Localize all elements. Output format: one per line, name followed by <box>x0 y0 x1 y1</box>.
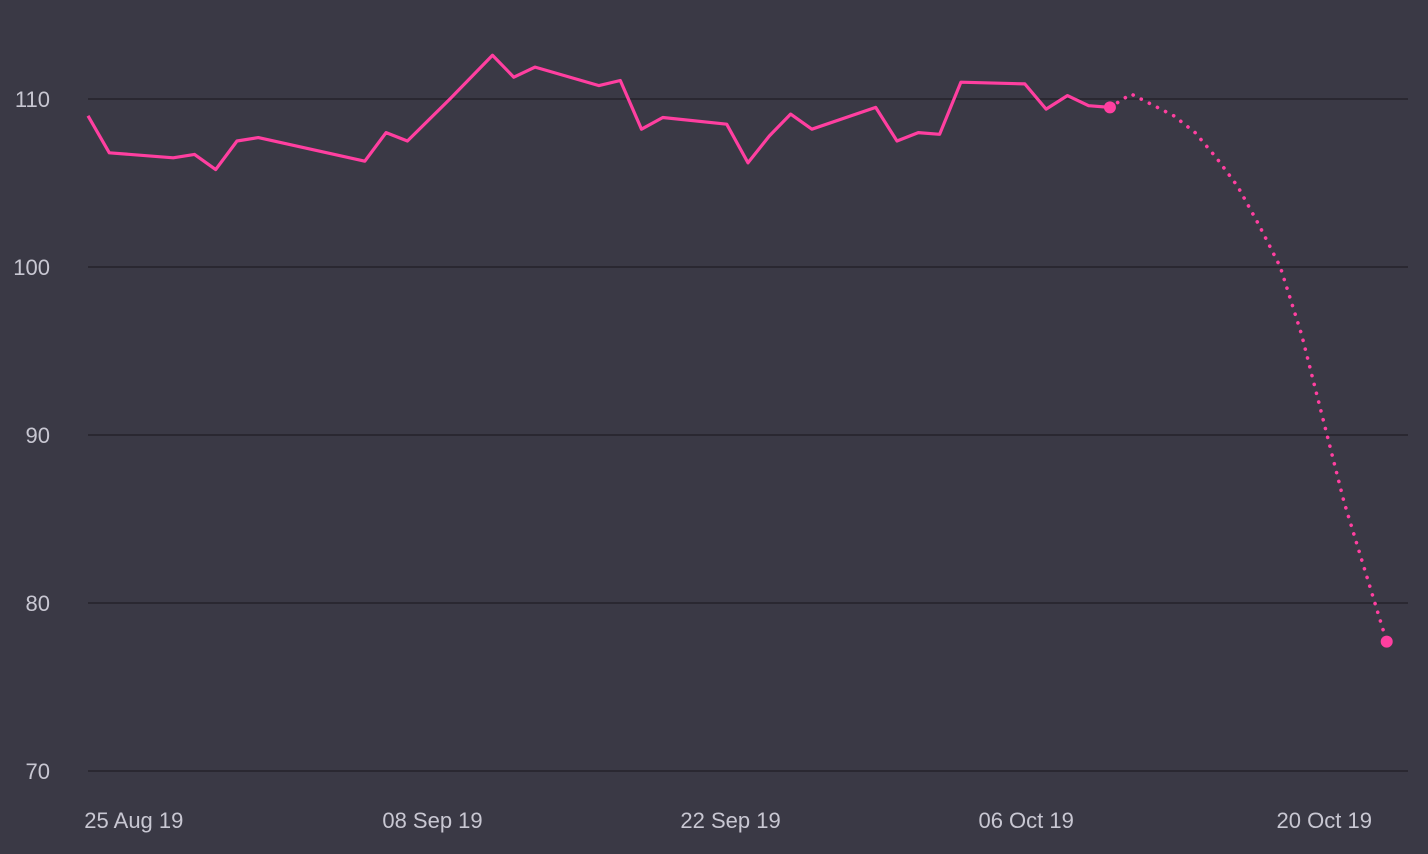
data-point-marker <box>1103 101 1116 114</box>
x-tick-label: 06 Oct 19 <box>978 808 1073 833</box>
x-tick-label: 22 Sep 19 <box>680 808 780 833</box>
data-point-marker <box>1380 635 1393 648</box>
y-tick-label: 90 <box>26 423 50 448</box>
series-layer <box>86 53 1389 644</box>
x-tick-label: 25 Aug 19 <box>84 808 183 833</box>
series-line <box>86 53 1111 172</box>
y-tick-label: 70 <box>26 759 50 784</box>
forecast-line <box>1108 92 1389 644</box>
x-axis: 25 Aug 19 08 Sep 19 22 Sep 19 06 Oct 19 20 O… <box>84 808 1372 833</box>
grid-layer <box>88 98 1408 772</box>
y-tick-label: 110 <box>15 87 50 112</box>
x-tick-label: 20 Oct 19 <box>1277 808 1372 833</box>
marker-layer <box>1103 101 1393 648</box>
y-tick-label: 100 <box>13 255 50 280</box>
y-axis: 70 80 90 100 110 <box>13 87 50 784</box>
y-tick-label: 80 <box>26 591 50 616</box>
x-tick-label: 08 Sep 19 <box>382 808 482 833</box>
